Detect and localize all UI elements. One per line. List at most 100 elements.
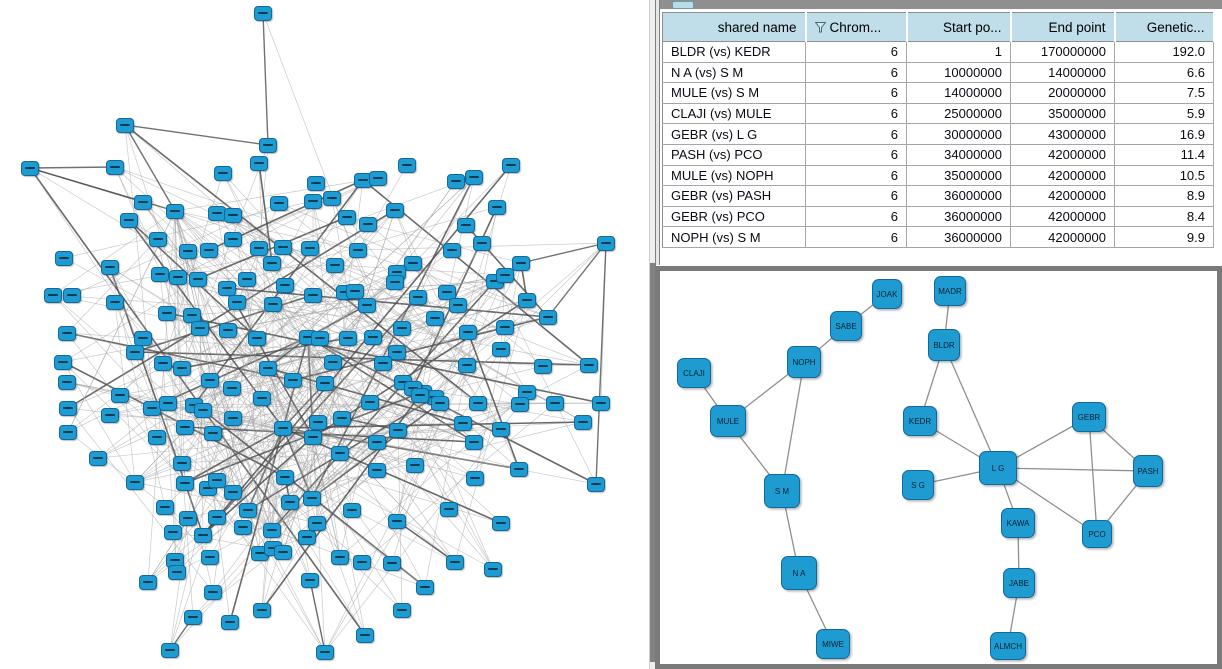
network-node[interactable] bbox=[349, 242, 367, 258]
table-cell[interactable]: 6 bbox=[805, 226, 907, 248]
panel-tab-chip[interactable] bbox=[672, 1, 694, 9]
network-node[interactable] bbox=[169, 269, 187, 285]
table-cell[interactable]: 42000000 bbox=[1010, 185, 1115, 207]
network-node[interactable] bbox=[492, 341, 510, 357]
network-node[interactable] bbox=[411, 387, 429, 403]
network-node[interactable] bbox=[426, 310, 444, 326]
network-node[interactable] bbox=[250, 155, 268, 171]
network-node[interactable] bbox=[324, 354, 342, 370]
table-cell[interactable]: 1 bbox=[906, 41, 1011, 63]
network-node[interactable] bbox=[374, 355, 392, 371]
table-cell[interactable]: 35000000 bbox=[1010, 103, 1115, 125]
table-cell[interactable]: 10000000 bbox=[906, 62, 1011, 84]
network-node[interactable] bbox=[301, 572, 319, 588]
table-cell[interactable]: GEBR (vs) L G bbox=[662, 123, 806, 145]
table-row[interactable]: PASH (vs) PCO 6 34000000 42000000 11.4 bbox=[662, 144, 1214, 166]
table-cell[interactable]: 6 bbox=[805, 206, 907, 228]
table-row[interactable]: NOPH (vs) S M 6 36000000 42000000 9.9 bbox=[662, 226, 1214, 248]
column-header-chrom[interactable]: Chrom... bbox=[805, 12, 908, 42]
network-node[interactable] bbox=[518, 292, 536, 308]
network-node[interactable] bbox=[274, 239, 292, 255]
network-node[interactable] bbox=[343, 502, 361, 518]
network-node[interactable] bbox=[194, 527, 212, 543]
network-node[interactable] bbox=[221, 614, 239, 630]
table-cell[interactable]: 6 bbox=[805, 82, 907, 104]
network-node[interactable] bbox=[173, 455, 191, 471]
network-node[interactable] bbox=[254, 5, 272, 21]
network-node[interactable] bbox=[159, 395, 177, 411]
network-node[interactable] bbox=[465, 169, 483, 185]
table-cell[interactable]: 6.6 bbox=[1114, 62, 1214, 84]
table-cell[interactable]: 35000000 bbox=[906, 165, 1011, 187]
overview-node-kedr[interactable]: KEDR bbox=[903, 406, 937, 436]
table-cell[interactable]: PASH (vs) PCO bbox=[662, 144, 806, 166]
network-node[interactable] bbox=[158, 305, 176, 321]
network-node[interactable] bbox=[304, 429, 322, 445]
network-node[interactable] bbox=[333, 410, 351, 426]
network-node[interactable] bbox=[259, 137, 277, 153]
network-node[interactable] bbox=[492, 515, 510, 531]
overview-edge[interactable] bbox=[943, 344, 999, 469]
network-node[interactable] bbox=[510, 461, 528, 477]
network-node[interactable] bbox=[457, 217, 475, 233]
table-cell[interactable]: 36000000 bbox=[906, 185, 1011, 207]
network-node[interactable] bbox=[59, 400, 77, 416]
column-header-endpoint[interactable]: End point bbox=[1010, 12, 1116, 42]
network-node[interactable] bbox=[106, 159, 124, 175]
network-node[interactable] bbox=[223, 380, 241, 396]
network-node[interactable] bbox=[179, 510, 197, 526]
network-node[interactable] bbox=[253, 390, 271, 406]
network-node[interactable] bbox=[176, 419, 194, 435]
table-cell[interactable]: GEBR (vs) PASH bbox=[662, 185, 806, 207]
network-node[interactable] bbox=[250, 240, 268, 256]
network-node[interactable] bbox=[466, 470, 484, 486]
network-node[interactable] bbox=[239, 502, 257, 518]
overview-node-claji[interactable]: CLAJI bbox=[677, 358, 711, 388]
table-cell[interactable]: 11.4 bbox=[1114, 144, 1214, 166]
network-node[interactable] bbox=[161, 642, 179, 658]
network-node[interactable] bbox=[301, 240, 319, 256]
table-row[interactable]: GEBR (vs) L G 6 30000000 43000000 16.9 bbox=[662, 123, 1214, 145]
network-node[interactable] bbox=[184, 609, 202, 625]
network-node[interactable] bbox=[326, 257, 344, 273]
overview-node-bldr[interactable]: BLDR bbox=[928, 329, 960, 361]
network-node[interactable] bbox=[219, 322, 237, 338]
network-node[interactable] bbox=[431, 395, 449, 411]
filter-icon[interactable] bbox=[814, 21, 826, 33]
network-node[interactable] bbox=[303, 490, 321, 506]
network-node[interactable] bbox=[534, 358, 552, 374]
network-node[interactable] bbox=[59, 424, 77, 440]
network-node[interactable] bbox=[228, 294, 246, 310]
network-node[interactable] bbox=[21, 160, 39, 176]
network-node[interactable] bbox=[63, 287, 81, 303]
network-node[interactable] bbox=[465, 434, 483, 450]
table-cell[interactable]: 8.9 bbox=[1114, 185, 1214, 207]
overview-edge[interactable] bbox=[781, 361, 805, 492]
network-node[interactable] bbox=[134, 194, 152, 210]
network-node[interactable] bbox=[151, 266, 169, 282]
table-cell[interactable]: 170000000 bbox=[1010, 41, 1115, 63]
table-cell[interactable]: 43000000 bbox=[1010, 123, 1115, 145]
network-node[interactable] bbox=[101, 407, 119, 423]
network-node[interactable] bbox=[368, 434, 386, 450]
table-cell[interactable]: GEBR (vs) PCO bbox=[662, 206, 806, 228]
network-node[interactable] bbox=[311, 330, 329, 346]
network-node[interactable] bbox=[248, 330, 266, 346]
network-node[interactable] bbox=[438, 284, 456, 300]
overview-node-sg[interactable]: S G bbox=[902, 470, 934, 500]
network-node[interactable] bbox=[369, 170, 387, 186]
network-node[interactable] bbox=[511, 396, 529, 412]
network-node[interactable] bbox=[201, 549, 219, 565]
network-node[interactable] bbox=[443, 242, 461, 258]
network-node[interactable] bbox=[298, 529, 316, 545]
network-node[interactable] bbox=[253, 602, 271, 618]
table-cell[interactable]: 8.4 bbox=[1114, 206, 1214, 228]
network-node[interactable] bbox=[459, 324, 477, 340]
network-node[interactable] bbox=[54, 354, 72, 370]
network-node[interactable] bbox=[338, 209, 356, 225]
network-node[interactable] bbox=[270, 195, 288, 211]
network-node[interactable] bbox=[224, 410, 242, 426]
network-node[interactable] bbox=[120, 212, 138, 228]
table-cell[interactable]: 42000000 bbox=[1010, 144, 1115, 166]
network-node[interactable] bbox=[389, 422, 407, 438]
